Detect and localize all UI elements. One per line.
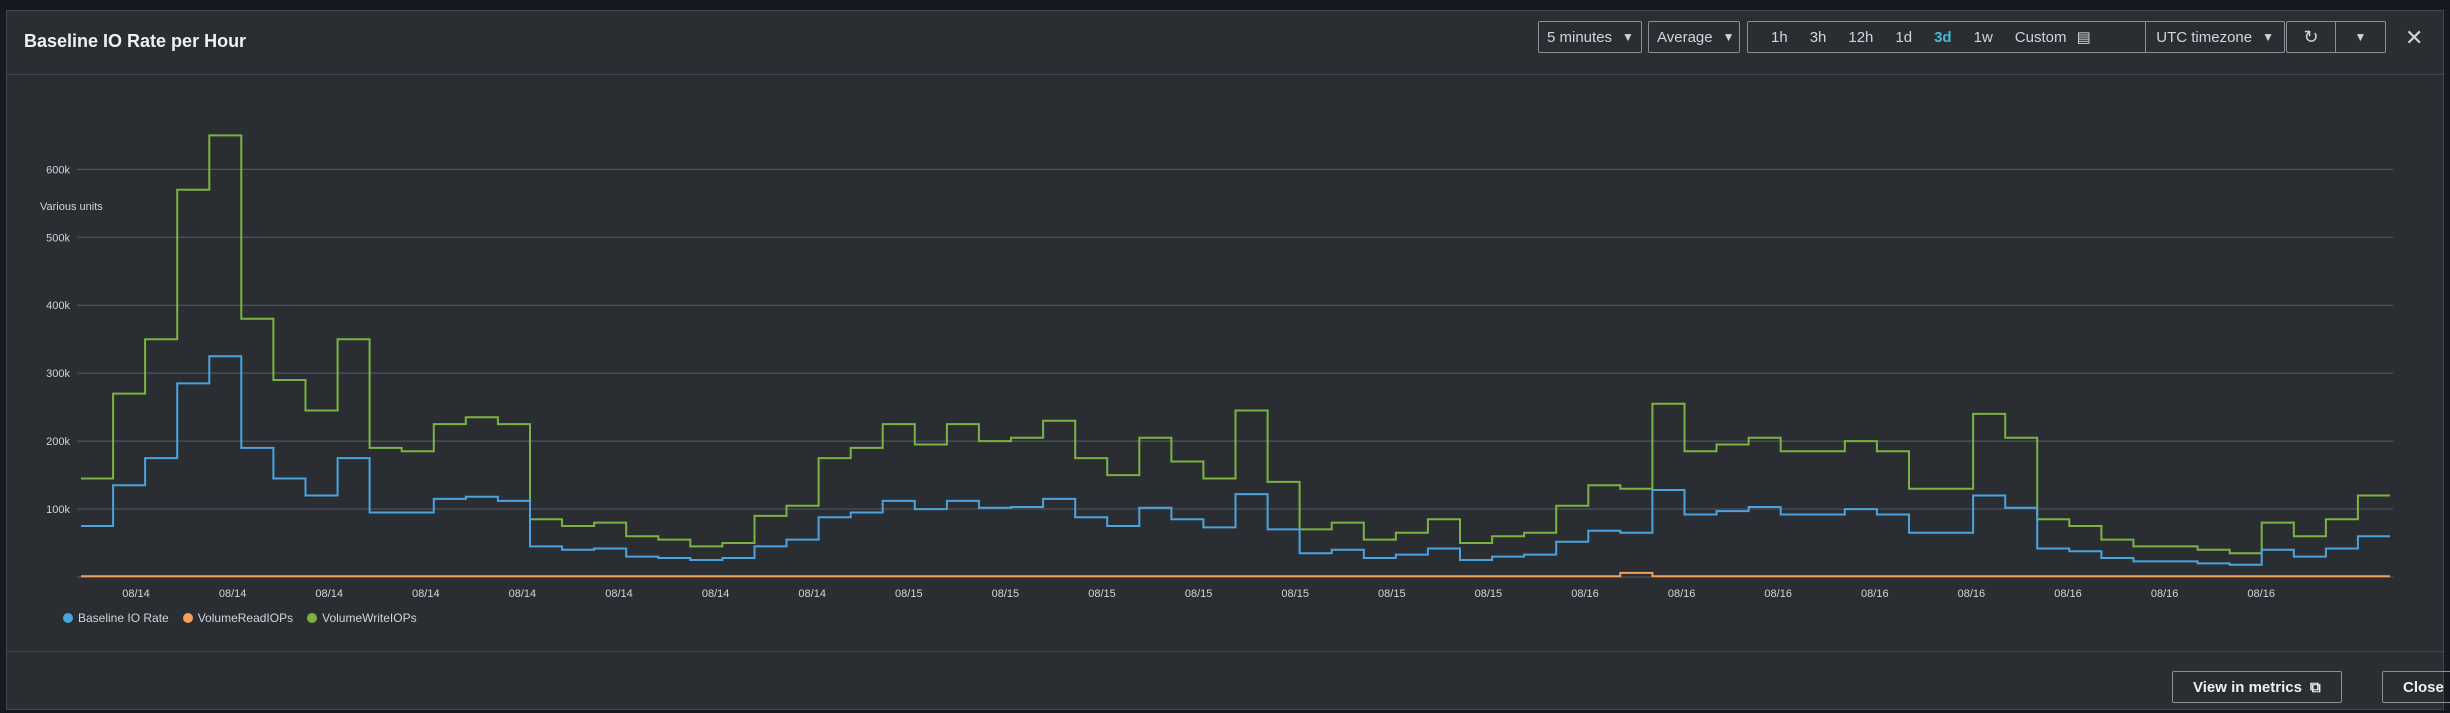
x-tick-label: 08/15 <box>1088 588 1116 600</box>
x-tick-label: 08/16 <box>2054 588 2082 600</box>
x-tick-label: 08/16 <box>1861 588 1889 600</box>
x-tick-label: 08/15 <box>1281 588 1309 600</box>
y-tick-label: 100k <box>46 504 70 516</box>
range-1h[interactable]: 1h <box>1771 28 1788 46</box>
legend-item-baseline[interactable]: Baseline IO Rate <box>63 611 169 625</box>
y-axis-label: Various units <box>40 201 103 213</box>
x-tick-label: 08/15 <box>1475 588 1503 600</box>
time-range-group: 1h 3h 12h 1d 3d 1w Custom ▤ UTC timezone… <box>1747 21 2285 53</box>
x-tick-label: 08/15 <box>992 588 1020 600</box>
x-tick-label: 08/14 <box>605 588 633 600</box>
series-baseline-io-rate <box>81 355 2390 566</box>
series-read-iops <box>81 571 2390 578</box>
close-label: Close <box>2403 678 2444 696</box>
series-write-iops <box>81 134 2390 555</box>
legend-item-read[interactable]: VolumeReadIOPs <box>182 611 294 625</box>
refresh-options-button[interactable]: ▼ <box>2336 21 2386 53</box>
legend-swatch <box>307 613 318 623</box>
x-tick-label: 08/16 <box>1764 588 1792 600</box>
range-3d[interactable]: 3d <box>1934 28 1952 46</box>
x-tick-label: 08/16 <box>1571 588 1599 600</box>
refresh-button[interactable]: ↻ <box>2286 21 2336 53</box>
timezone-value: UTC timezone <box>2156 28 2253 46</box>
range-12h[interactable]: 12h <box>1848 28 1874 46</box>
y-tick-label: 400k <box>46 300 70 312</box>
legend-label: Baseline IO Rate <box>78 611 169 625</box>
statistic-value: Average <box>1657 28 1713 46</box>
x-tick-label: 08/14 <box>798 588 826 600</box>
chart-area: Various units 100k 200k 300k 400k 500k 600k 0… <box>7 75 2443 655</box>
statistic-select[interactable]: Average ▼ <box>1648 21 1740 53</box>
x-tick-label: 08/14 <box>702 588 730 600</box>
metric-modal: Baseline IO Rate per Hour 5 minutes ▼ Av… <box>6 10 2450 711</box>
period-select[interactable]: 5 minutes ▼ <box>1538 21 1642 53</box>
x-tick-label: 08/16 <box>2151 588 2179 600</box>
y-tick-label: 300k <box>46 368 70 380</box>
y-tick-label: 200k <box>46 436 70 448</box>
timezone-select[interactable]: UTC timezone ▼ <box>2145 22 2284 52</box>
caret-down-icon: ▼ <box>2262 30 2274 44</box>
x-tick-label: 08/14 <box>122 588 150 600</box>
x-tick-label: 08/15 <box>1185 588 1213 600</box>
range-1w[interactable]: 1w <box>1973 28 1993 46</box>
modal-header: Baseline IO Rate per Hour 5 minutes ▼ Av… <box>7 11 2443 75</box>
x-tick-label: 08/16 <box>2247 588 2275 600</box>
x-tick-label: 08/14 <box>412 588 440 600</box>
y-tick-label: 600k <box>46 164 70 176</box>
x-tick-label: 08/14 <box>315 588 343 600</box>
chart-legend: Baseline IO Rate VolumeReadIOPs VolumeWr… <box>63 611 417 625</box>
period-value: 5 minutes <box>1547 28 1613 46</box>
view-in-metrics-label: View in metrics <box>2193 678 2302 696</box>
caret-down-icon: ▼ <box>2354 30 2367 44</box>
legend-label: VolumeReadIOPs <box>197 611 294 625</box>
range-3h[interactable]: 3h <box>1809 28 1827 46</box>
legend-item-write[interactable]: VolumeWriteIOPs <box>307 611 417 625</box>
view-in-metrics-button[interactable]: View in metrics ⧉ <box>2172 671 2342 703</box>
close-button[interactable]: Close <box>2382 671 2450 703</box>
modal-title: Baseline IO Rate per Hour <box>24 31 247 51</box>
range-1d[interactable]: 1d <box>1895 28 1913 46</box>
close-icon[interactable]: ✕ <box>2405 25 2424 50</box>
x-tick-label: 08/15 <box>1378 588 1406 600</box>
refresh-icon: ↻ <box>2303 26 2319 47</box>
legend-swatch <box>63 613 73 623</box>
calendar-icon: ▤ <box>2076 29 2091 46</box>
y-tick-label: 500k <box>46 232 70 244</box>
x-tick-label: 08/15 <box>895 588 923 600</box>
custom-range-button[interactable]: Custom ▤ <box>2004 28 2102 46</box>
x-tick-label: 08/16 <box>1958 588 1986 600</box>
custom-label: Custom <box>2014 29 2067 46</box>
external-link-icon: ⧉ <box>2309 678 2321 696</box>
caret-down-icon: ▼ <box>1622 30 1634 44</box>
legend-swatch <box>182 613 193 623</box>
legend-label: VolumeWriteIOPs <box>322 611 417 625</box>
x-tick-label: 08/16 <box>1668 588 1696 600</box>
modal-footer: View in metrics ⧉ Close <box>7 651 2450 711</box>
line-chart: Various units 100k 200k 300k 400k 500k 600k 0… <box>40 134 2393 600</box>
caret-down-icon: ▼ <box>1722 30 1735 44</box>
x-tick-label: 08/14 <box>219 588 247 600</box>
x-tick-label: 08/14 <box>509 588 537 600</box>
